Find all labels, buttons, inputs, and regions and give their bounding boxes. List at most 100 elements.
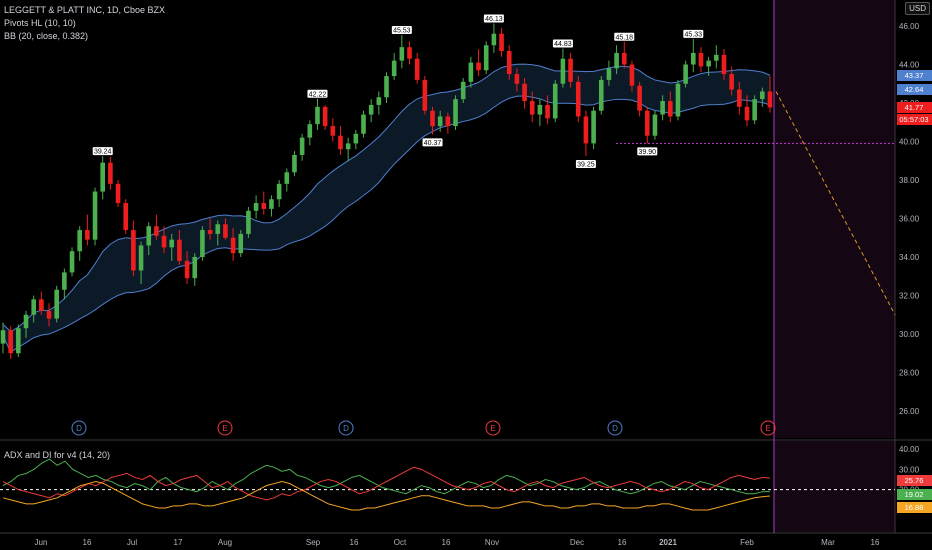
pivot-label: 39.25 bbox=[577, 161, 595, 168]
price-tick-label: 30.00 bbox=[899, 330, 920, 339]
candle-body bbox=[223, 224, 228, 238]
candle bbox=[476, 49, 481, 77]
pivot-label-box bbox=[637, 147, 658, 156]
candle bbox=[637, 81, 642, 117]
price-tick-label: 32.00 bbox=[899, 292, 920, 301]
candle-body bbox=[483, 45, 489, 71]
candle-body bbox=[284, 172, 290, 184]
candle bbox=[31, 295, 36, 323]
candle bbox=[721, 49, 727, 80]
candle bbox=[591, 106, 596, 150]
candle-body bbox=[100, 162, 106, 192]
candle bbox=[62, 268, 67, 300]
candle-body bbox=[430, 110, 435, 127]
candle-body bbox=[376, 97, 382, 105]
candle bbox=[16, 324, 21, 358]
candle-body bbox=[399, 47, 405, 61]
candle-body bbox=[660, 101, 665, 115]
candle bbox=[361, 110, 366, 138]
candle bbox=[307, 120, 313, 146]
candle bbox=[399, 35, 405, 69]
candle-body bbox=[583, 116, 589, 144]
candle-body bbox=[729, 74, 734, 90]
candle-body bbox=[215, 224, 221, 234]
price-tick-label: 38.00 bbox=[899, 176, 920, 185]
candle-body bbox=[652, 114, 658, 136]
event-marker-circle bbox=[607, 420, 623, 436]
candle bbox=[207, 218, 213, 240]
candle-body bbox=[667, 101, 673, 117]
candle-body bbox=[568, 58, 573, 82]
candle-body bbox=[192, 257, 198, 279]
candle bbox=[169, 233, 175, 261]
pivot-label: 45.18 bbox=[616, 34, 634, 41]
time-tick-label: Mar bbox=[821, 538, 835, 547]
candle bbox=[606, 60, 612, 86]
candle-body bbox=[108, 162, 113, 184]
candle-body bbox=[644, 110, 650, 136]
candle-body bbox=[514, 74, 520, 84]
adx-tick-label: 30.00 bbox=[899, 465, 920, 474]
candle-body bbox=[591, 110, 596, 144]
price-badge-box bbox=[897, 114, 932, 125]
candle-body bbox=[338, 135, 343, 150]
legend-bollinger: BB (20, close, 0.382) bbox=[4, 31, 89, 41]
candle-body bbox=[54, 289, 59, 319]
candle-body bbox=[437, 116, 443, 127]
time-tick-label: Jul bbox=[127, 538, 137, 547]
candle-body bbox=[276, 183, 282, 200]
candle-body bbox=[637, 85, 642, 111]
adx-badge-box bbox=[897, 502, 932, 513]
candle bbox=[215, 220, 221, 246]
candle bbox=[384, 72, 389, 103]
candle bbox=[23, 310, 29, 338]
time-tick-label: 16 bbox=[83, 538, 92, 547]
legend-symbol: LEGGETT & PLATT INC, 1D, Cboe BZX bbox=[4, 5, 166, 15]
candle-body bbox=[537, 104, 543, 115]
event-marker-circle bbox=[217, 420, 233, 436]
candle bbox=[123, 199, 129, 234]
candle-body bbox=[407, 47, 412, 59]
time-tick-label: 17 bbox=[174, 538, 183, 547]
candle bbox=[752, 95, 757, 125]
candle bbox=[483, 41, 489, 75]
candle-body bbox=[131, 230, 136, 271]
currency-badge[interactable]: USD bbox=[905, 2, 930, 15]
candle bbox=[491, 23, 497, 53]
candle-body bbox=[552, 83, 558, 119]
candle-body bbox=[261, 203, 267, 209]
adx-series-di_minus bbox=[2, 466, 771, 501]
adx-series-di_plus bbox=[2, 458, 771, 495]
candle-body bbox=[184, 260, 190, 279]
candle bbox=[161, 226, 167, 254]
time-tick-label: Oct bbox=[394, 538, 407, 547]
candle-body bbox=[476, 62, 481, 71]
candle bbox=[729, 66, 734, 96]
time-tick-label: Sep bbox=[306, 538, 321, 547]
candle bbox=[430, 106, 435, 135]
adx-series-adx bbox=[2, 481, 771, 511]
event-marker-label: E bbox=[765, 424, 770, 433]
price-tick-label: 40.00 bbox=[899, 138, 920, 147]
candle-body bbox=[69, 251, 75, 273]
pivot-label: 45.33 bbox=[685, 31, 703, 38]
candle bbox=[138, 241, 144, 284]
candle bbox=[154, 214, 159, 240]
candle-body bbox=[0, 330, 6, 344]
candle bbox=[499, 27, 504, 57]
candle bbox=[292, 151, 297, 177]
time-tick-label: Feb bbox=[740, 538, 754, 547]
candle bbox=[200, 226, 205, 261]
candle-body bbox=[115, 183, 121, 204]
future-zone-sub bbox=[774, 441, 895, 532]
candle-body bbox=[8, 330, 13, 354]
candle bbox=[529, 91, 535, 123]
candle-body bbox=[737, 89, 742, 107]
adx-badge-box bbox=[897, 475, 932, 486]
candle-body bbox=[721, 54, 727, 75]
candle-body bbox=[16, 328, 21, 354]
time-tick-label: 16 bbox=[350, 538, 359, 547]
adx-badge-text: 16.88 bbox=[905, 503, 924, 512]
candle-body bbox=[414, 58, 420, 80]
